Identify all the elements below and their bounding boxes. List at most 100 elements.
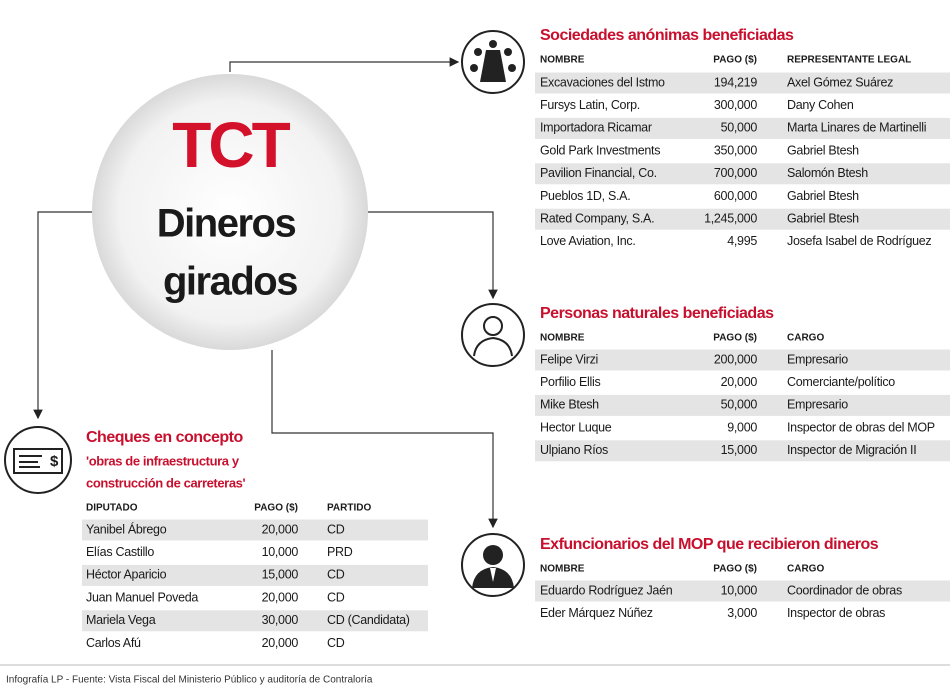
cell: Empresario <box>787 352 848 366</box>
column-header: PARTIDO <box>327 503 371 514</box>
cell: 30,000 <box>262 613 299 627</box>
section-subtitle: construcción de carreteras' <box>86 475 246 490</box>
column-header: CARGO <box>787 564 824 575</box>
svg-text:$: $ <box>50 453 59 470</box>
cell: Gabriel Btesh <box>787 143 859 157</box>
cell: Elías Castillo <box>86 545 154 559</box>
cell: CD <box>327 568 345 582</box>
cell: 50,000 <box>721 398 758 412</box>
row-band <box>535 163 950 185</box>
row-band <box>535 117 950 139</box>
cell: CD <box>327 636 345 650</box>
section-subtitle: 'obras de infraestructura y <box>86 453 240 468</box>
cell: 3,000 <box>727 606 757 620</box>
cell: 600,000 <box>714 189 757 203</box>
row-band <box>535 580 950 602</box>
column-header: CARGO <box>787 333 824 344</box>
cell: Dany Cohen <box>787 98 854 112</box>
cell: Hector Luque <box>540 420 612 434</box>
row-band <box>535 349 950 371</box>
cell: Axel Gómez Suárez <box>787 75 893 89</box>
cell: 10,000 <box>262 545 299 559</box>
cell: 700,000 <box>714 166 757 180</box>
cell: CD <box>327 590 345 604</box>
cell: 9,000 <box>727 420 757 434</box>
cell: Porfilio Ellis <box>540 375 600 389</box>
column-header: REPRESENTANTE LEGAL <box>787 55 911 66</box>
column-header: PAGO ($) <box>254 503 298 514</box>
cell: Pueblos 1D, S.A. <box>540 189 630 203</box>
cell: Carlos Afú <box>86 636 141 650</box>
cell: Gabriel Btesh <box>787 211 859 225</box>
row-band <box>535 394 950 416</box>
cell: CD <box>327 522 345 536</box>
section-title: Sociedades anónimas beneficiadas <box>540 27 794 44</box>
cell: Eder Márquez Núñez <box>540 606 653 620</box>
cell: 50,000 <box>721 121 758 135</box>
column-header: DIPUTADO <box>86 503 138 514</box>
cell: 15,000 <box>262 568 299 582</box>
row-band <box>82 519 428 541</box>
cell: Inspector de Migración II <box>787 443 916 457</box>
cell: Comerciante/político <box>787 375 895 389</box>
section-title: Personas naturales beneficiadas <box>540 305 774 322</box>
center-title: TCT <box>172 109 290 181</box>
cell: Fursys Latin, Corp. <box>540 98 640 112</box>
center-subtitle: girados <box>163 260 297 304</box>
column-header: NOMBRE <box>540 333 585 344</box>
connector <box>368 211 498 300</box>
cell: 350,000 <box>714 143 757 157</box>
column-header: NOMBRE <box>540 55 585 66</box>
cell: 200,000 <box>714 352 757 366</box>
cell: 20,000 <box>721 375 758 389</box>
row-band <box>82 610 428 632</box>
column-header: PAGO ($) <box>713 333 757 344</box>
cell: Mike Btesh <box>540 398 599 412</box>
cell: Love Aviation, Inc. <box>540 234 636 248</box>
cell: Coordinador de obras <box>787 583 902 597</box>
cell: Empresario <box>787 398 848 412</box>
row-band <box>535 208 950 230</box>
cell: Héctor Aparicio <box>86 568 167 582</box>
cell: Gabriel Btesh <box>787 189 859 203</box>
cell: Excavaciones del Istmo <box>540 75 665 89</box>
column-header: NOMBRE <box>540 564 585 575</box>
column-header: PAGO ($) <box>713 55 757 66</box>
cell: 20,000 <box>262 522 299 536</box>
cell: 300,000 <box>714 98 757 112</box>
cell: 1,245,000 <box>704 211 757 225</box>
cell: Pavilion Financial, Co. <box>540 166 657 180</box>
cell: 15,000 <box>721 443 758 457</box>
center-circle <box>92 74 368 350</box>
cell: Inspector de obras <box>787 606 885 620</box>
connector <box>33 211 96 420</box>
cell: Juan Manuel Poveda <box>86 590 198 604</box>
connector <box>229 57 460 72</box>
connector <box>271 350 498 529</box>
cell: 20,000 <box>262 590 299 604</box>
cell: Gold Park Investments <box>540 143 660 157</box>
row-band <box>535 72 950 94</box>
cell: 20,000 <box>262 636 299 650</box>
cell: Felipe Virzi <box>540 352 598 366</box>
cell: Importadora Ricamar <box>540 121 652 135</box>
cell: Inspector de obras del MOP <box>787 420 935 434</box>
cell: Rated Company, S.A. <box>540 211 654 225</box>
center-subtitle: Dineros <box>157 202 296 246</box>
icon-meeting <box>461 30 525 94</box>
footer: Infografía LP - Fuente: Vista Fiscal del… <box>6 675 373 686</box>
cell: PRD <box>327 545 353 559</box>
column-header: PAGO ($) <box>713 564 757 575</box>
cell: Mariela Vega <box>86 613 156 627</box>
cell: Josefa Isabel de Rodríguez <box>787 234 931 248</box>
cell: CD (Candidata) <box>327 613 410 627</box>
row-band <box>535 440 950 462</box>
cell: Ulpiano Ríos <box>540 443 608 457</box>
icon-official <box>461 533 525 597</box>
cell: Yanibel Ábrego <box>86 521 167 536</box>
cell: 10,000 <box>721 583 758 597</box>
cell: 194,219 <box>714 75 757 89</box>
cell: Marta Linares de Martinelli <box>787 121 926 135</box>
cell: Salomón Btesh <box>787 166 868 180</box>
